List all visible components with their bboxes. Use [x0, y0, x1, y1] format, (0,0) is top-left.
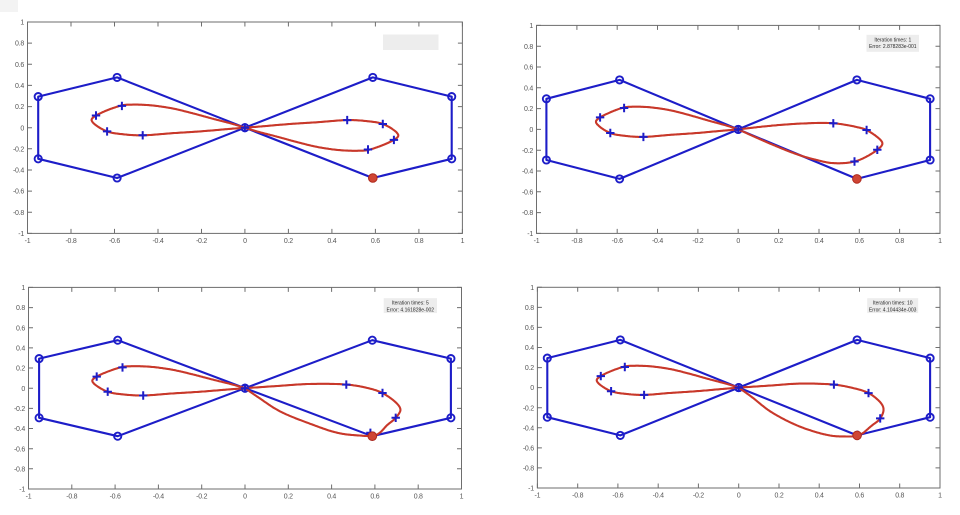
svg-text:1: 1	[20, 20, 24, 27]
svg-text:-1: -1	[25, 238, 31, 245]
svg-text:-0.4: -0.4	[652, 238, 663, 245]
svg-text:0.8: 0.8	[524, 44, 533, 51]
svg-text:0.6: 0.6	[16, 325, 25, 332]
svg-text:-0.8: -0.8	[522, 210, 533, 217]
svg-text:0.8: 0.8	[414, 238, 423, 245]
svg-text:0.8: 0.8	[16, 305, 25, 312]
svg-text:0.8: 0.8	[525, 305, 534, 312]
svg-text:0.4: 0.4	[524, 85, 533, 92]
svg-text:-0.2: -0.2	[522, 148, 533, 155]
svg-text:-0.8: -0.8	[571, 238, 582, 245]
svg-text:0: 0	[20, 125, 24, 132]
svg-text:1: 1	[21, 285, 25, 292]
svg-text:Error: 4.104434e-003: Error: 4.104434e-003	[869, 307, 917, 313]
svg-text:1: 1	[460, 494, 464, 501]
svg-text:-0.6: -0.6	[14, 446, 25, 453]
svg-text:Iteration times: 5: Iteration times: 5	[392, 301, 429, 307]
svg-text:0: 0	[530, 385, 534, 392]
svg-text:Error: 2.878283e-001: Error: 2.878283e-001	[869, 44, 917, 50]
svg-text:-0.8: -0.8	[66, 494, 77, 501]
svg-text:-1: -1	[26, 494, 32, 501]
svg-text:-0.4: -0.4	[523, 425, 534, 432]
svg-text:0.2: 0.2	[284, 494, 293, 501]
svg-text:0: 0	[243, 238, 247, 245]
svg-text:-1: -1	[527, 231, 533, 238]
svg-text:-0.2: -0.2	[14, 406, 25, 413]
svg-text:0.4: 0.4	[525, 345, 534, 352]
svg-text:0.8: 0.8	[895, 493, 904, 500]
svg-text:-0.2: -0.2	[692, 238, 703, 245]
svg-text:0.4: 0.4	[16, 346, 25, 353]
svg-text:-0.4: -0.4	[13, 168, 24, 175]
svg-text:0.2: 0.2	[774, 238, 783, 245]
svg-text:-0.8: -0.8	[13, 210, 24, 217]
svg-text:0.6: 0.6	[855, 493, 864, 500]
svg-text:-0.2: -0.2	[196, 494, 207, 501]
svg-text:Error: 4.161828e-002: Error: 4.161828e-002	[387, 307, 435, 313]
svg-text:0.6: 0.6	[371, 238, 380, 245]
svg-text:-0.4: -0.4	[522, 169, 533, 176]
svg-text:-1: -1	[535, 493, 541, 500]
svg-text:-0.4: -0.4	[14, 426, 25, 433]
svg-text:0.4: 0.4	[815, 493, 824, 500]
svg-text:1: 1	[461, 238, 465, 245]
svg-text:0.6: 0.6	[15, 62, 24, 69]
svg-text:0.6: 0.6	[524, 65, 533, 72]
svg-text:0.8: 0.8	[414, 494, 423, 501]
svg-text:-0.6: -0.6	[110, 494, 121, 501]
svg-text:Iteration times: 1: Iteration times: 1	[874, 37, 911, 43]
svg-text:0.2: 0.2	[524, 106, 533, 113]
svg-text:Iteration times: 10: Iteration times: 10	[873, 301, 913, 307]
svg-text:0.2: 0.2	[16, 366, 25, 373]
svg-text:-0.2: -0.2	[523, 405, 534, 412]
svg-text:1: 1	[938, 493, 942, 500]
svg-text:-1: -1	[534, 238, 540, 245]
svg-text:0.4: 0.4	[15, 83, 24, 90]
svg-text:-0.8: -0.8	[65, 238, 76, 245]
svg-text:-0.2: -0.2	[693, 493, 704, 500]
svg-text:0: 0	[529, 127, 533, 134]
svg-text:-0.6: -0.6	[522, 189, 533, 196]
svg-text:-0.6: -0.6	[612, 238, 623, 245]
svg-text:-0.4: -0.4	[653, 493, 664, 500]
svg-text:0.6: 0.6	[370, 494, 379, 501]
svg-text:1: 1	[529, 23, 533, 30]
svg-text:0.2: 0.2	[284, 238, 293, 245]
svg-text:1: 1	[938, 238, 942, 245]
svg-text:-0.4: -0.4	[153, 494, 164, 501]
svg-text:0.4: 0.4	[815, 238, 824, 245]
svg-text:-1: -1	[19, 487, 25, 494]
svg-text:0.2: 0.2	[525, 365, 534, 372]
svg-text:-0.8: -0.8	[572, 493, 583, 500]
svg-text:-0.6: -0.6	[109, 238, 120, 245]
svg-text:0.8: 0.8	[895, 238, 904, 245]
svg-text:-0.2: -0.2	[196, 238, 207, 245]
svg-text:-1: -1	[528, 486, 534, 493]
svg-text:0.6: 0.6	[525, 325, 534, 332]
svg-text:0.4: 0.4	[327, 494, 336, 501]
svg-text:1: 1	[530, 285, 534, 292]
svg-text:0: 0	[737, 493, 741, 500]
svg-text:0: 0	[21, 386, 25, 393]
svg-text:-0.6: -0.6	[612, 493, 623, 500]
svg-text:0: 0	[736, 238, 740, 245]
svg-text:-1: -1	[18, 231, 24, 238]
svg-text:-0.2: -0.2	[13, 146, 24, 153]
svg-text:-0.6: -0.6	[13, 189, 24, 196]
svg-text:-0.6: -0.6	[523, 446, 534, 453]
svg-text:0.8: 0.8	[15, 41, 24, 48]
svg-text:-0.8: -0.8	[523, 466, 534, 473]
svg-text:0.2: 0.2	[15, 104, 24, 111]
svg-text:0: 0	[243, 494, 247, 501]
svg-text:-0.4: -0.4	[152, 238, 163, 245]
svg-text:0.2: 0.2	[775, 493, 784, 500]
svg-text:0.6: 0.6	[855, 238, 864, 245]
svg-text:-0.8: -0.8	[14, 466, 25, 473]
svg-text:0.4: 0.4	[327, 238, 336, 245]
